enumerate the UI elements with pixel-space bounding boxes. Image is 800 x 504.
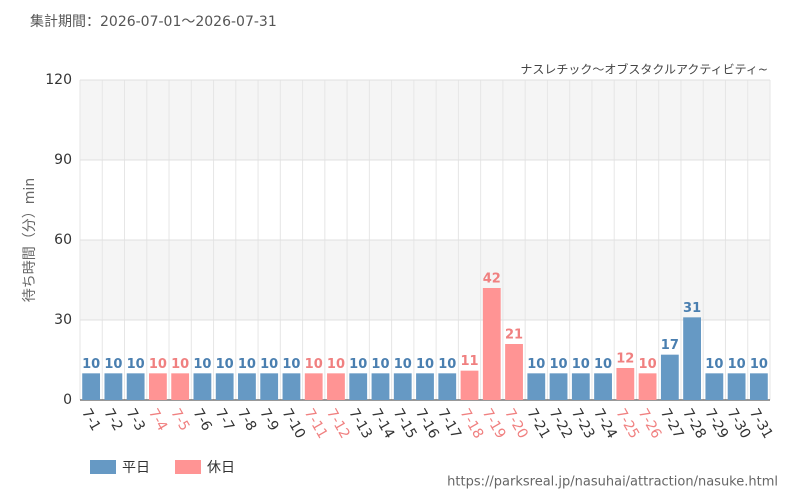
value-label: 10 <box>104 357 122 372</box>
x-tick-label: 7-31 <box>746 406 776 442</box>
x-tick-label: 7-9 <box>256 406 281 434</box>
bar <box>660 354 679 400</box>
value-label: 10 <box>371 357 389 372</box>
bar <box>727 373 746 400</box>
bar <box>260 373 279 400</box>
legend-swatch <box>90 460 116 474</box>
bar <box>482 288 501 400</box>
bar <box>349 373 368 400</box>
x-tick-label: 7-8 <box>234 406 259 434</box>
bar <box>126 373 145 400</box>
bar <box>215 373 234 400</box>
value-label: 10 <box>216 357 234 372</box>
y-tick-label: 30 <box>54 312 72 328</box>
x-tick-label: 7-4 <box>145 406 170 434</box>
source-url: https://parksreal.jp/nasuhai/attraction/… <box>447 475 778 490</box>
value-label: 10 <box>438 357 456 372</box>
value-label: 10 <box>349 357 367 372</box>
y-axis-label: 待ち時間（分）min <box>22 178 38 302</box>
bar <box>638 373 657 400</box>
bar <box>304 373 323 400</box>
bar <box>505 344 523 400</box>
chart-title: 集計期間：2026-07-01～2026-07-31 <box>30 13 277 30</box>
value-label: 10 <box>416 357 434 372</box>
x-tick-label: 7-7 <box>212 406 237 434</box>
value-label: 10 <box>82 357 100 372</box>
value-label: 10 <box>394 357 412 372</box>
bar <box>171 373 190 400</box>
bar <box>282 373 301 400</box>
bar <box>82 373 101 400</box>
bar <box>616 368 635 400</box>
value-label: 10 <box>639 357 657 372</box>
x-tick-label: 7-5 <box>167 406 192 434</box>
bar <box>460 370 479 400</box>
bar <box>149 373 167 400</box>
chart-subtitle: ナスレチック～オブスタクルアクティビティ~ <box>520 62 768 77</box>
value-label: 10 <box>305 357 323 372</box>
bar <box>549 373 568 400</box>
value-label: 10 <box>149 357 167 372</box>
value-label: 10 <box>127 357 145 372</box>
bar <box>327 373 345 400</box>
x-tick-label: 7-1 <box>78 406 103 434</box>
value-label: 10 <box>260 357 278 372</box>
legend-label: 休日 <box>207 460 235 476</box>
bar <box>683 317 701 400</box>
value-label: 12 <box>616 352 634 367</box>
bar <box>594 373 612 400</box>
value-label: 10 <box>572 357 590 372</box>
bar <box>571 373 590 400</box>
value-label: 10 <box>327 357 345 372</box>
x-tick-label: 7-6 <box>189 406 214 434</box>
y-tick-label: 120 <box>45 72 72 88</box>
x-tick-label: 7-3 <box>123 406 148 434</box>
value-label: 10 <box>594 357 612 372</box>
y-tick-label: 60 <box>54 232 72 248</box>
value-label: 17 <box>661 338 679 353</box>
value-label: 10 <box>282 357 300 372</box>
value-label: 31 <box>683 301 701 316</box>
plot-band <box>80 80 770 160</box>
value-label: 10 <box>238 357 256 372</box>
bar <box>749 373 768 400</box>
bar <box>416 373 434 400</box>
legend-swatch <box>175 460 201 474</box>
bar <box>238 373 256 400</box>
value-label: 10 <box>705 357 723 372</box>
y-tick-label: 0 <box>63 392 72 408</box>
bar <box>438 373 457 400</box>
value-label: 10 <box>750 357 768 372</box>
bar <box>193 373 212 400</box>
value-label: 11 <box>460 354 478 369</box>
bar <box>393 373 412 400</box>
bar <box>104 373 123 400</box>
bar <box>371 373 390 400</box>
x-tick-label: 7-2 <box>100 406 125 434</box>
plot-band <box>80 240 770 320</box>
value-label: 10 <box>193 357 211 372</box>
y-tick-label: 90 <box>54 152 72 168</box>
value-label: 21 <box>505 328 523 343</box>
value-label: 10 <box>728 357 746 372</box>
value-label: 10 <box>550 357 568 372</box>
value-label: 10 <box>171 357 189 372</box>
legend-label: 平日 <box>122 460 150 476</box>
bar <box>527 373 546 400</box>
bar <box>705 373 724 400</box>
value-label: 42 <box>483 272 501 287</box>
value-label: 10 <box>527 357 545 372</box>
